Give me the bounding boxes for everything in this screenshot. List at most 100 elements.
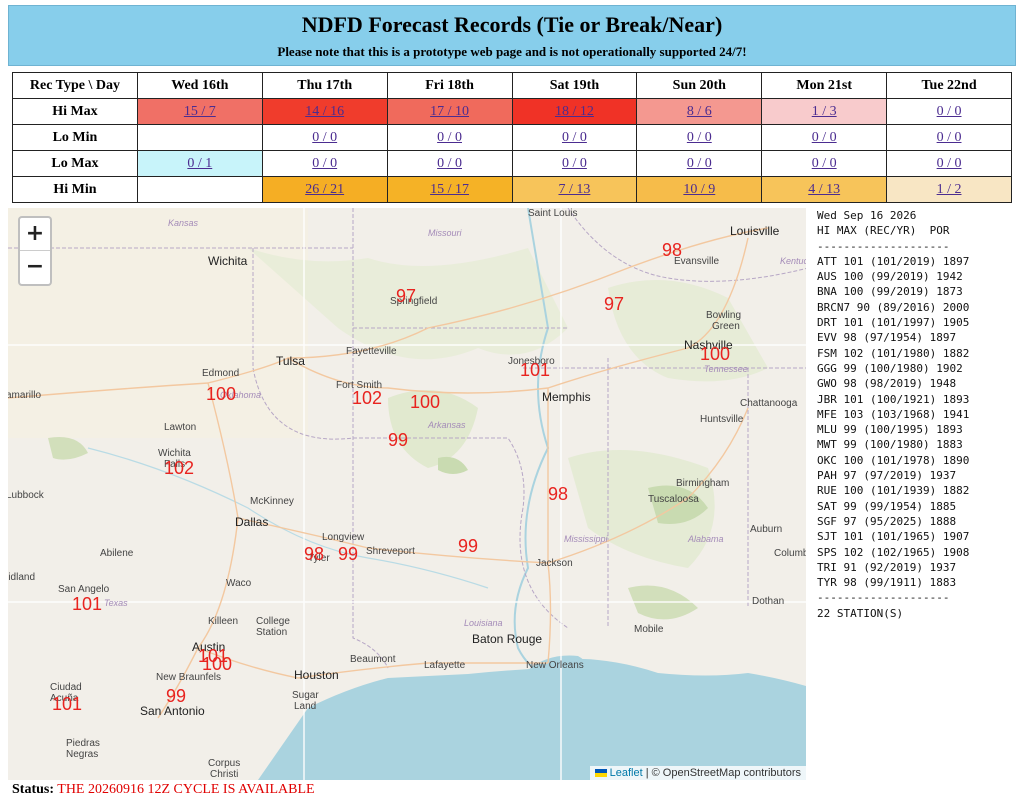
map-city-label: McKinney — [250, 496, 294, 507]
station-count: 22 STATION(S) — [817, 606, 904, 620]
record-count-link[interactable]: 0 / 0 — [686, 155, 712, 171]
map-city-label: Killeen — [208, 616, 239, 627]
record-count-link[interactable]: 10 / 9 — [683, 181, 716, 197]
map-city-label: Mobile — [634, 624, 664, 635]
map-city-label: Auburn — [750, 524, 783, 535]
map-state-label: Missouri — [428, 228, 462, 238]
day-header: Wed 16th — [136, 72, 263, 99]
map-record-value: 97 — [604, 294, 625, 314]
status-bar: Status: THE 20260916 12Z CYCLE IS AVAILA… — [12, 782, 315, 798]
table-row: Lo Min 0 / 0 0 / 0 0 / 0 0 / 0 0 / 0 0 / 0 — [12, 124, 1012, 151]
record-cell: 0 / 0 — [386, 150, 513, 177]
record-count-link[interactable]: 0 / 0 — [811, 129, 837, 145]
station-line: RUE 100 (101/1939) 1882 — [817, 484, 970, 498]
record-count-link[interactable]: 4 / 13 — [808, 181, 841, 197]
record-cell: 0 / 0 — [386, 124, 513, 151]
record-count-link[interactable]: 18 / 12 — [554, 103, 594, 119]
map-city-label: Tyler — [308, 553, 330, 564]
record-count-link[interactable]: 14 / 16 — [305, 103, 345, 119]
day-header: Fri 18th — [386, 72, 513, 99]
record-cell: 17 / 10 — [386, 98, 513, 125]
record-count-link[interactable]: 0 / 1 — [187, 155, 213, 171]
record-count-link[interactable]: 0 / 0 — [561, 129, 587, 145]
record-cell: 15 / 7 — [136, 98, 263, 125]
station-line: EVV 98 (97/1954) 1897 — [817, 331, 957, 345]
map-city-label: Waco — [226, 578, 252, 589]
map-view[interactable]: Kansas Missouri Kentucky Tennessee Oklahoma A… — [8, 208, 806, 780]
map-city-label: Jonesboro — [508, 356, 555, 367]
record-count-link[interactable]: 17 / 10 — [430, 103, 469, 119]
record-cell: 0 / 0 — [761, 150, 888, 177]
leaflet-link[interactable]: Leaflet — [609, 767, 643, 779]
zoom-out-button[interactable]: − — [25, 254, 45, 279]
record-count-link[interactable]: 7 / 13 — [558, 181, 591, 197]
table-row: Lo Max 0 / 1 0 / 0 0 / 0 0 / 0 0 / 0 0 / 0 0 / … — [12, 150, 1012, 177]
record-count-link[interactable]: 1 / 3 — [811, 103, 837, 119]
map-city-label: Ciudad — [50, 682, 82, 693]
record-count-link[interactable]: 0 / 0 — [437, 129, 462, 145]
map-record-value: 101 — [52, 694, 83, 714]
map-record-value: 99 — [458, 536, 479, 556]
record-count-link[interactable]: 0 / 0 — [312, 129, 338, 145]
map-record-value: 100 — [202, 654, 233, 674]
record-cell — [136, 124, 263, 151]
status-message: THE 20260916 12Z CYCLE IS AVAILABLE — [57, 782, 315, 797]
day-header: Thu 17th — [261, 72, 388, 99]
station-line: SPS 102 (102/1965) 1908 — [817, 545, 970, 559]
record-type-label: Hi Min — [12, 176, 138, 203]
record-count-link[interactable]: 0 / 0 — [561, 155, 587, 171]
record-cell: 26 / 21 — [261, 176, 388, 203]
record-cell: 0 / 0 — [261, 150, 388, 177]
station-line: JBR 101 (100/1921) 1893 — [817, 392, 970, 406]
map-record-value: 100 — [410, 392, 441, 412]
map-record-value: 98 — [662, 240, 683, 260]
record-count-link[interactable]: 0 / 0 — [437, 155, 462, 171]
map-record-value: 102 — [352, 388, 383, 408]
zoom-in-button[interactable]: + — [20, 218, 50, 251]
record-cell: 0 / 0 — [886, 98, 1012, 125]
map-city-label: Acuña — [50, 693, 79, 704]
record-cell: 8 / 6 — [636, 98, 763, 125]
record-count-link[interactable]: 15 / 7 — [183, 103, 216, 119]
map-city-label: San Angelo — [58, 584, 110, 595]
record-count-link[interactable]: 0 / 0 — [936, 129, 962, 145]
station-line: FSM 102 (101/1980) 1882 — [817, 346, 970, 360]
map-state-label: Kentucky — [780, 256, 806, 266]
map-attribution: Leaflet | © OpenStreetMap contributors — [589, 766, 806, 780]
map-city-label: Shreveport — [366, 546, 415, 557]
map-state-label: Louisiana — [464, 618, 503, 628]
ukraine-flag-icon — [594, 769, 607, 778]
record-count-link[interactable]: 1 / 2 — [936, 181, 962, 197]
map-record-value: 99 — [338, 544, 359, 564]
map-city-label: Falls — [164, 459, 186, 470]
record-cell: 0 / 0 — [261, 124, 388, 151]
map-state-label: Tennessee — [704, 364, 748, 374]
map-city-label: Station — [256, 627, 288, 638]
record-count-link[interactable]: 0 / 0 — [686, 129, 712, 145]
map-record-value: 98 — [304, 544, 325, 564]
record-count-link[interactable]: 0 / 0 — [811, 155, 837, 171]
record-cell: 0 / 0 — [636, 124, 763, 151]
record-cell: 7 / 13 — [511, 176, 638, 203]
record-count-link[interactable]: 0 / 0 — [936, 103, 962, 119]
prototype-note: Please note that this is a prototype web… — [277, 44, 747, 59]
map-city-label: Lubbock — [8, 490, 44, 501]
station-line: GGG 99 (100/1980) 1902 — [817, 361, 963, 375]
page-title: NDFD Forecast Records (Tie or Break/Near… — [301, 12, 723, 37]
map-city-label: Sugar — [292, 690, 319, 701]
record-count-link[interactable]: 8 / 6 — [686, 103, 712, 119]
record-count-link[interactable]: 0 / 0 — [936, 155, 962, 171]
map-record-value: 100 — [206, 384, 237, 404]
map-city-label: San Antonio — [140, 704, 205, 718]
table-body: Hi Max 15 / 7 14 / 16 17 / 10 18 / 12 8 / 6 1 … — [12, 98, 1012, 203]
record-count-link[interactable]: 26 / 21 — [305, 181, 345, 197]
map-city-label: Huntsville — [700, 414, 744, 425]
map-city-label: Bowling — [706, 310, 742, 321]
day-header: Tue 22nd — [886, 72, 1012, 99]
record-count-link[interactable]: 15 / 17 — [430, 181, 469, 197]
map-city-label: College — [256, 616, 290, 627]
station-list-date: Wed Sep 16 2026 — [817, 209, 917, 222]
record-count-link[interactable]: 0 / 0 — [312, 155, 338, 171]
map-city-label: Lawton — [164, 422, 197, 433]
map-record-value: 100 — [700, 344, 731, 364]
